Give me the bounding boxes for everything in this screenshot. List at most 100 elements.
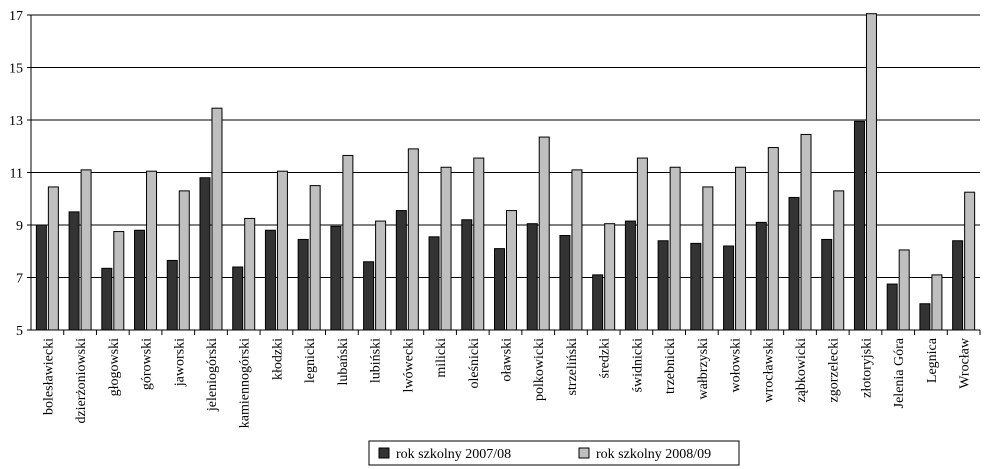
bar-2008-09: [440, 166, 452, 331]
bar-2008-09: [146, 170, 158, 331]
bar-2007-08: [886, 283, 898, 331]
bar-2008-09: [276, 170, 288, 331]
bar-2007-08: [853, 120, 865, 331]
bar-2008-09: [833, 190, 845, 331]
bar-2008-09: [211, 107, 223, 331]
bar-2007-08: [952, 240, 964, 331]
bar-2007-08: [526, 223, 538, 331]
x-tick-label: trzebnicki: [663, 338, 678, 394]
y-axis-ticks: 5 7 9 11 13 15 17: [9, 9, 31, 339]
bar-2007-08: [68, 211, 80, 331]
y-tick-label: 17: [9, 9, 23, 24]
x-tick-label: Legnica: [925, 337, 940, 383]
legend-label: rok szkolny 2008/09: [596, 447, 711, 462]
bar-2008-09: [538, 136, 550, 331]
x-tick-label: zgorzelecki: [827, 338, 842, 403]
x-tick-label: jaworski: [172, 338, 187, 387]
bar-2008-09: [473, 157, 485, 331]
bar-2008-09: [669, 166, 681, 331]
x-tick-label: kłodzki: [270, 338, 285, 380]
bar-2007-08: [657, 240, 669, 331]
x-tick-label: lubański: [336, 338, 351, 386]
bar-2007-08: [919, 303, 931, 331]
bar-2008-09: [244, 217, 256, 331]
bar-2008-09: [865, 13, 877, 331]
x-tick-label: wołowski: [729, 338, 744, 393]
bar-2008-09: [604, 223, 616, 331]
bar-2007-08: [428, 236, 440, 331]
bar-2007-08: [461, 219, 473, 331]
y-tick-label: 5: [16, 324, 23, 339]
bar-2008-09: [636, 157, 648, 331]
x-tick-label: wałbrzyski: [696, 338, 711, 400]
x-tick-label: głogowski: [107, 338, 122, 396]
bar-2008-09: [964, 191, 976, 331]
y-tick-label: 11: [10, 167, 23, 182]
bar-2007-08: [134, 229, 146, 331]
bar-2007-08: [592, 274, 604, 331]
x-tick-label: oleśnicki: [467, 338, 482, 389]
bar-2007-08: [395, 210, 407, 331]
x-tick-label: średzki: [598, 338, 613, 379]
bar-2007-08: [264, 229, 276, 331]
x-tick-label: Jelenia Góra: [892, 337, 907, 408]
x-tick-label: kamiennogórski: [238, 338, 253, 428]
y-tick-label: 13: [9, 114, 23, 129]
bar-2007-08: [755, 221, 767, 331]
legend-swatch: [378, 447, 390, 459]
bar-2007-08: [690, 242, 702, 331]
bar-2007-08: [297, 238, 309, 331]
y-tick-label: 7: [16, 272, 23, 287]
y-tick-label: 15: [9, 62, 23, 77]
x-tick-label: Wrocław: [958, 337, 973, 389]
bar-2008-09: [80, 169, 92, 331]
bars: [35, 13, 976, 331]
bar-2008-09: [309, 185, 321, 331]
bar-2008-09: [767, 147, 779, 331]
legend-label: rok szkolny 2007/08: [396, 447, 511, 462]
x-tick-label: milicki: [434, 338, 449, 378]
bar-2008-09: [735, 166, 747, 331]
x-tick-label: polkowicki: [532, 338, 547, 401]
bar-2007-08: [788, 196, 800, 331]
bar-2008-09: [800, 133, 812, 331]
x-tick-label: oławski: [500, 338, 515, 382]
y-tick-label: 9: [16, 219, 23, 234]
bar-2007-08: [101, 267, 113, 331]
bar-2007-08: [494, 248, 505, 331]
legend-swatch: [578, 447, 590, 459]
bar-2007-08: [363, 261, 375, 331]
legend: rok szkolny 2007/08 rok szkolny 2008/09: [368, 440, 740, 466]
bar-2007-08: [199, 177, 211, 331]
x-tick-label: dzierżoniowski: [74, 338, 89, 424]
x-axis-ticks: bolesławiecki dzierżoniowski głogowski góro…: [41, 330, 981, 428]
x-tick-label: jeleniogórski: [205, 338, 220, 412]
bar-2008-09: [47, 186, 59, 331]
x-tick-label: złotoryjski: [859, 338, 874, 398]
bar-2007-08: [166, 259, 178, 331]
bar-2007-08: [330, 225, 342, 331]
bar-2008-09: [571, 169, 583, 331]
bar-2007-08: [35, 224, 47, 331]
bar-2008-09: [407, 148, 419, 331]
bar-2008-09: [506, 210, 517, 331]
x-tick-label: świdnicki: [630, 338, 645, 393]
bar-2007-08: [723, 245, 735, 331]
x-tick-label: legnicki: [303, 338, 318, 383]
bar-2008-09: [113, 231, 125, 331]
bar-2008-09: [342, 154, 354, 331]
bar-2008-09: [931, 274, 943, 331]
x-tick-label: ząbkowicki: [794, 338, 809, 403]
bar-2008-09: [898, 249, 910, 331]
legend-box: [368, 440, 740, 466]
bar-2008-09: [178, 190, 190, 331]
x-tick-label: wrocławski: [761, 338, 776, 403]
bar-2008-09: [702, 186, 714, 331]
bar-2007-08: [821, 238, 833, 331]
x-tick-label: strzeliński: [565, 338, 580, 396]
bar-2007-08: [232, 266, 244, 331]
x-tick-label: górowski: [140, 338, 155, 390]
x-tick-label: lubiński: [369, 338, 384, 383]
bar-2007-08: [624, 220, 636, 331]
